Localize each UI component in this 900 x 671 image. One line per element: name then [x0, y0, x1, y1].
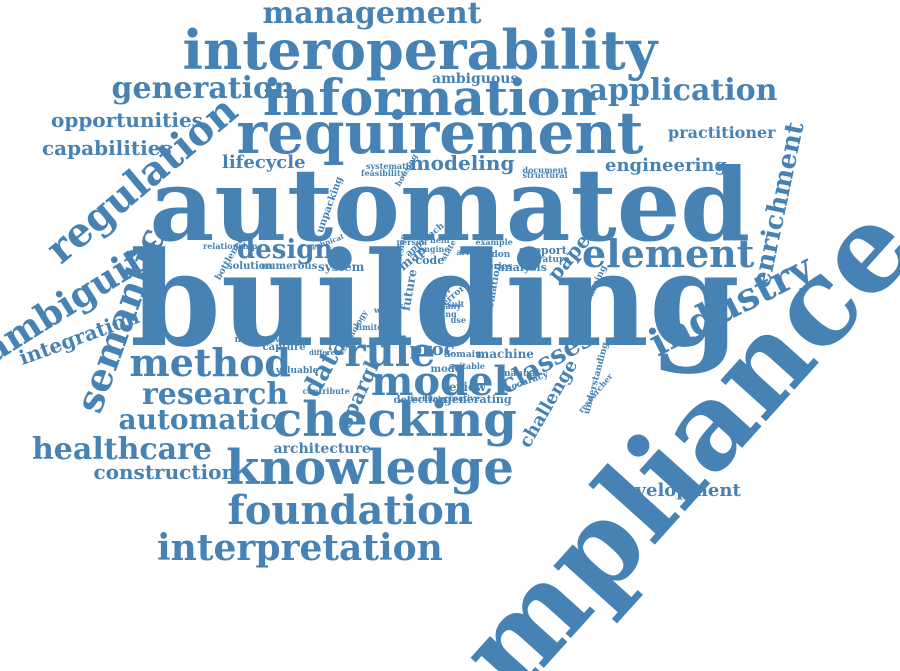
- word-management: management: [262, 0, 482, 31]
- word-detection: detection: [393, 395, 447, 406]
- word-capabilities: capabilities: [42, 136, 172, 160]
- word-limited: limited: [356, 322, 388, 332]
- word-review: review: [442, 380, 486, 394]
- word-literature: literature: [521, 254, 570, 265]
- word-machine: machine: [476, 347, 534, 361]
- word-capture: capture: [262, 342, 306, 353]
- word-london: london: [475, 249, 511, 260]
- word-model: model: [371, 358, 509, 405]
- word-art: art: [456, 247, 470, 257]
- word-automatic: automatic: [118, 403, 278, 436]
- word-design: design: [237, 235, 334, 265]
- word-building: building: [130, 223, 740, 376]
- word-result: result: [438, 299, 465, 309]
- word-normative: normative: [234, 334, 286, 345]
- word-use: use: [450, 315, 466, 325]
- word-feasibility: feasibility: [361, 168, 406, 178]
- word-young: young: [429, 309, 457, 319]
- word-support: support: [519, 243, 567, 257]
- word-suitable: suitable: [449, 361, 485, 371]
- word-manual: manual: [501, 368, 539, 379]
- word-engineering: engineering: [605, 155, 727, 176]
- word-relationship: relationship: [203, 241, 258, 251]
- word-analysis: analysis: [497, 260, 547, 274]
- word-opportunities: opportunities: [51, 108, 203, 132]
- word-queries: queries: [475, 261, 513, 272]
- word-foundation: foundation: [227, 487, 473, 534]
- word-structural: structural: [522, 170, 568, 180]
- word-code: code: [415, 253, 445, 267]
- word-healthcare: healthcare: [32, 432, 212, 467]
- word-application: application: [588, 73, 778, 108]
- word-work: work: [374, 305, 396, 315]
- word-construction: construction: [93, 460, 237, 484]
- word-many: many: [437, 301, 462, 311]
- word-knowledge: knowledge: [226, 440, 514, 496]
- word-solution: solution: [227, 261, 273, 272]
- word-creative: creative: [444, 393, 480, 403]
- word-domain: domain: [444, 349, 482, 360]
- word-person: person: [396, 237, 428, 247]
- word-element: element: [582, 231, 755, 276]
- word-different: different: [309, 347, 344, 357]
- word-generating: generating: [444, 392, 512, 406]
- word-architecture: architecture: [273, 441, 371, 457]
- word-automated: automated: [149, 146, 751, 264]
- word-engine: engine: [419, 244, 450, 254]
- word-checking: checking: [273, 392, 517, 448]
- word-contribute: contribute: [302, 386, 350, 396]
- word-mode: mode: [430, 364, 462, 375]
- word-modeling: modeling: [409, 151, 515, 175]
- word-example: example: [475, 237, 513, 247]
- word-rule: rule: [344, 329, 436, 376]
- word-generation: generation: [111, 71, 295, 106]
- word-ambiguous: ambiguous: [432, 71, 519, 87]
- word-systematic: systematic: [366, 161, 414, 171]
- word-requirement: requirement: [236, 99, 644, 167]
- word-system: system: [318, 260, 365, 274]
- word-field: field: [430, 235, 450, 245]
- word-method: method: [129, 340, 291, 385]
- word-lifecycle: lifecycle: [222, 152, 306, 173]
- word-facilitate: facilitate: [410, 393, 446, 403]
- word-proc: proc: [409, 339, 455, 360]
- word-numerous: numerous: [261, 261, 318, 272]
- word-interoperability: interoperability: [182, 18, 658, 82]
- word-valuable: valuable: [276, 365, 319, 376]
- word-information: information: [263, 68, 597, 127]
- word-development: development: [611, 480, 741, 501]
- word-research: research: [142, 377, 289, 412]
- word-practitioner: practitioner: [668, 123, 776, 142]
- word-document: document: [522, 165, 568, 175]
- word-interpretation: interpretation: [157, 527, 443, 569]
